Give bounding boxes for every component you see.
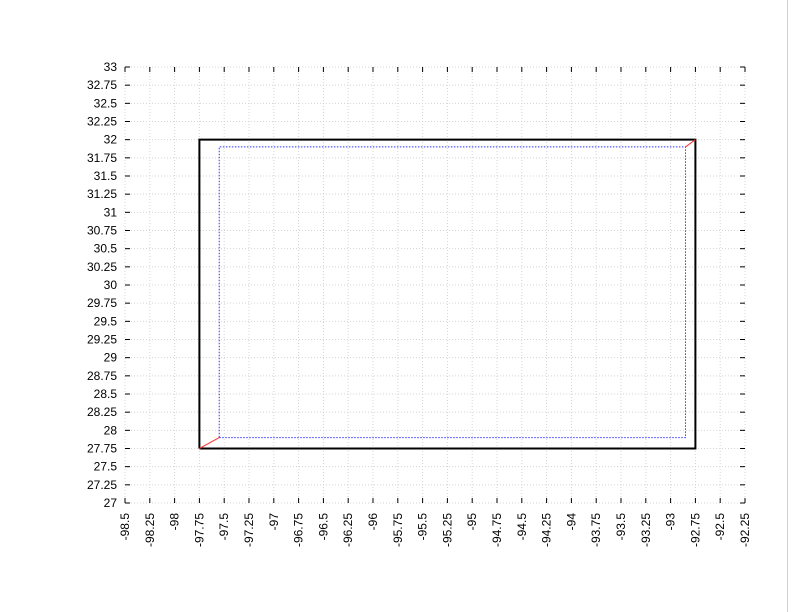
- x-tick-label: -92.75: [688, 513, 702, 547]
- window-edge: [787, 0, 788, 612]
- x-tick-label: -97: [267, 513, 281, 531]
- x-tick-label: -93: [664, 513, 678, 531]
- y-tick-label: 31.75: [87, 151, 117, 165]
- y-tick-label: 32.5: [94, 96, 118, 110]
- x-tick-label: -94: [564, 513, 578, 531]
- x-tick-label: -96: [366, 513, 380, 531]
- x-tick-label: -92.5: [713, 513, 727, 541]
- y-tick-label: 27.5: [94, 460, 118, 474]
- y-tick-label: 30.75: [87, 224, 117, 238]
- y-tick-label: 32: [104, 133, 118, 147]
- x-tick-label: -96.5: [316, 513, 330, 541]
- y-tick-label: 28.5: [94, 387, 118, 401]
- y-tick-label: 31.5: [94, 169, 118, 183]
- y-tick-label: 31.25: [87, 187, 117, 201]
- series-line-2: [199, 437, 220, 449]
- x-tick-label: -94.75: [490, 513, 504, 547]
- y-tick-label: 28.75: [87, 369, 117, 383]
- y-tick-label: 31: [104, 205, 118, 219]
- y-tick-label: 29.75: [87, 296, 117, 310]
- y-tick-label: 30: [104, 278, 118, 292]
- x-tick-label: -94.25: [540, 513, 554, 547]
- x-tick-label: -98.5: [118, 513, 132, 541]
- axes: [124, 66, 746, 504]
- x-tick-label: -97.5: [217, 513, 231, 541]
- y-tick-label: 29.5: [94, 314, 118, 328]
- x-tick-label: -96.75: [292, 513, 306, 547]
- x-tick-label: -95.5: [416, 513, 430, 541]
- x-tick-label: -92.25: [738, 513, 752, 547]
- y-tick-label: 30.25: [87, 260, 117, 274]
- x-tick-label: -93.75: [589, 513, 603, 547]
- y-tick-label: 32.25: [87, 115, 117, 129]
- y-tick-label: 27.75: [87, 442, 117, 456]
- y-tick-label: 30.5: [94, 242, 118, 256]
- y-tick-label: 27.25: [87, 478, 117, 492]
- y-tick-label: 28.25: [87, 405, 117, 419]
- series-line-3: [685, 139, 696, 148]
- x-tick-label: -97.75: [192, 513, 206, 547]
- y-tick-label: 33: [104, 60, 118, 74]
- x-tick-label: -95.75: [391, 513, 405, 547]
- x-tick-label: -96.25: [341, 513, 355, 547]
- x-tick-label: -98.25: [143, 513, 157, 547]
- tick-labels: -98.5 -98.25 -98 -97.75 -97.5 -97.25 -97 -96.75…: [87, 60, 752, 547]
- series: [198, 138, 697, 450]
- x-tick-label: -93.25: [639, 513, 653, 547]
- x-tick-label: -98: [168, 513, 182, 531]
- series-line-0: [198, 138, 697, 450]
- y-tick-label: 29.25: [87, 333, 117, 347]
- x-tick-label: -94.5: [515, 513, 529, 541]
- y-tick-label: 32.75: [87, 78, 117, 92]
- x-tick-label: -95: [465, 513, 479, 531]
- x-tick-label: -93.5: [614, 513, 628, 541]
- y-tick-label: 27: [104, 496, 118, 510]
- x-tick-label: -95.25: [440, 513, 454, 547]
- y-tick-label: 28: [104, 423, 118, 437]
- y-tick-label: 29: [104, 351, 118, 365]
- x-tick-label: -97.25: [242, 513, 256, 547]
- grid: [124, 66, 746, 504]
